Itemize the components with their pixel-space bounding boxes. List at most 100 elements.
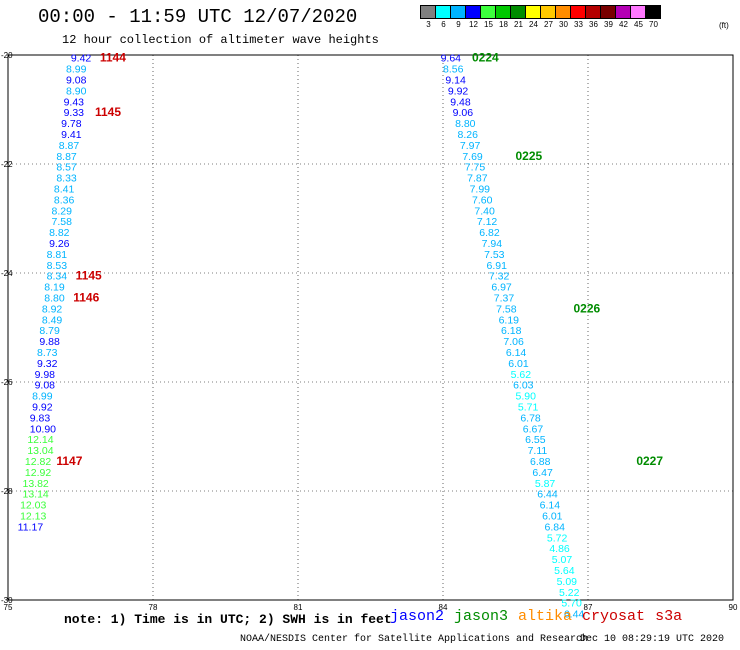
wave-height-label: 5.62 xyxy=(511,369,532,381)
y-tick-label: -30 xyxy=(1,596,13,605)
wave-height-label: 6.14 xyxy=(506,347,527,359)
legend-level-label: 18 xyxy=(499,20,508,29)
wave-height-label: 6.67 xyxy=(523,423,544,435)
wave-height-label: 9.98 xyxy=(35,369,56,381)
wave-height-label: 9.06 xyxy=(453,107,474,119)
legend-level-label: 36 xyxy=(589,20,598,29)
pass-time-label: 0226 xyxy=(574,301,601,315)
wave-height-label: 6.03 xyxy=(513,380,534,392)
wave-height-label: 8.81 xyxy=(47,249,68,261)
legend-swatch xyxy=(645,5,661,19)
wave-height-label: 13.04 xyxy=(27,445,53,457)
wave-height-label: 9.14 xyxy=(445,75,466,87)
wave-height-label: 8.53 xyxy=(47,260,68,272)
legend-level-label: 3 xyxy=(426,20,431,29)
pass-time-label: 0225 xyxy=(516,149,543,163)
wave-height-label: 11.17 xyxy=(18,521,44,533)
wave-height-label: 7.94 xyxy=(482,238,503,250)
wave-height-label: 7.58 xyxy=(496,303,517,315)
legend-level-label: 15 xyxy=(484,20,493,29)
wave-height-label: 6.44 xyxy=(564,609,585,621)
satellite-label: s3a xyxy=(655,608,683,625)
wave-height-label: 6.97 xyxy=(491,282,512,294)
footer-note: note: 1) Time is in UTC; 2) SWH is in fe… xyxy=(64,612,392,627)
wave-height-label: 9.33 xyxy=(64,107,85,119)
wave-height-label: 8.80 xyxy=(455,118,476,130)
footer-credit: NOAA/NESDIS Center for Satellite Applica… xyxy=(240,634,589,645)
wave-height-label: 12.14 xyxy=(27,434,53,446)
wave-height-label: 7.11 xyxy=(528,445,548,457)
wave-height-label: 9.64 xyxy=(441,53,462,65)
wave-height-label: 6.84 xyxy=(545,521,566,533)
wave-height-label: 5.22 xyxy=(559,587,580,599)
legend-level-label: 33 xyxy=(574,20,583,29)
legend-level-label: 9 xyxy=(456,20,461,29)
wave-height-label: 8.90 xyxy=(66,85,87,97)
wave-height-label: 5.72 xyxy=(547,532,568,544)
wave-height-label: 9.83 xyxy=(30,412,51,424)
wave-height-label: 6.82 xyxy=(479,227,500,239)
pass-time-label: 0227 xyxy=(636,454,663,468)
wave-height-label: 6.01 xyxy=(542,511,563,523)
wave-height-label: 6.19 xyxy=(499,314,520,326)
wave-height-label: 8.49 xyxy=(42,314,63,326)
wave-height-label: 7.69 xyxy=(462,151,483,163)
wave-height-label: 8.79 xyxy=(39,325,60,337)
legend-unit: (ft) xyxy=(719,21,729,30)
pass-time-label: 1147 xyxy=(56,454,82,468)
chart-subtitle: 12 hour collection of altimeter wave hei… xyxy=(62,33,379,47)
wave-height-label: 7.53 xyxy=(484,249,505,261)
satellite-label: jason2 xyxy=(390,608,445,625)
wave-height-label: 7.99 xyxy=(470,184,491,196)
wave-height-label: 9.78 xyxy=(61,118,82,130)
wave-height-label: 7.87 xyxy=(467,173,488,185)
wave-height-label: 6.78 xyxy=(520,412,541,424)
legend-level-label: 39 xyxy=(604,20,613,29)
legend-level-label: 42 xyxy=(619,20,628,29)
wave-height-label: 9.48 xyxy=(450,96,471,108)
wave-height-label: 7.12 xyxy=(477,216,498,228)
wave-height-label: 8.99 xyxy=(66,64,87,76)
pass-time-label: 1145 xyxy=(76,269,102,283)
satellite-label: altika xyxy=(518,608,573,625)
wave-height-label: 8.36 xyxy=(54,194,75,206)
wave-height-label: 8.99 xyxy=(32,391,53,403)
chart-title: 00:00 - 11:59 UTC 12/07/2020 xyxy=(38,6,358,28)
wave-height-label: 9.32 xyxy=(37,358,58,370)
x-tick-label: 81 xyxy=(294,603,303,612)
y-tick-label: -20 xyxy=(1,51,13,60)
legend-level-label: 45 xyxy=(634,20,643,29)
wave-height-label: 9.26 xyxy=(49,238,70,250)
wave-height-label: 9.92 xyxy=(32,402,53,414)
satellite-legend: jason2 jason3 altika cryosat s3a xyxy=(390,608,692,625)
wave-height-label: 5.70 xyxy=(561,598,582,610)
wave-height-label: 8.29 xyxy=(52,205,73,217)
wave-height-label: 8.82 xyxy=(49,227,70,239)
wave-height-label: 12.82 xyxy=(25,456,51,468)
wave-height-label: 6.01 xyxy=(508,358,529,370)
wave-height-label: 9.08 xyxy=(35,380,56,392)
legend-level-label: 12 xyxy=(469,20,478,29)
wave-height-label: 7.75 xyxy=(465,162,486,174)
wave-height-label: 9.42 xyxy=(71,53,92,65)
legend-level-label: 70 xyxy=(649,20,658,29)
wave-height-label: 7.37 xyxy=(494,293,515,305)
pass-time-label: 1145 xyxy=(95,105,121,119)
legend-level-label: 27 xyxy=(544,20,553,29)
pass-time-label: 1144 xyxy=(100,51,126,65)
wave-height-label: 5.71 xyxy=(518,402,539,414)
wave-height-label: 10.90 xyxy=(30,423,56,435)
x-tick-label: 78 xyxy=(149,603,158,612)
legend-level-label: 30 xyxy=(559,20,568,29)
wave-height-label: 7.97 xyxy=(460,140,481,152)
wave-height-label: 6.55 xyxy=(525,434,546,446)
color-legend: 3 6 9 12 15 18 21 24 27 30 33 36 39 42 45 70 (ft) xyxy=(420,5,729,30)
x-tick-label: 75 xyxy=(4,603,13,612)
wave-height-label: 6.88 xyxy=(530,456,551,468)
wave-height-label: 8.92 xyxy=(42,303,63,315)
wave-height-label: 9.92 xyxy=(448,85,469,97)
x-tick-label: 90 xyxy=(729,603,738,612)
wave-height-label: 7.60 xyxy=(472,194,493,206)
wave-height-label: 7.32 xyxy=(489,271,510,283)
